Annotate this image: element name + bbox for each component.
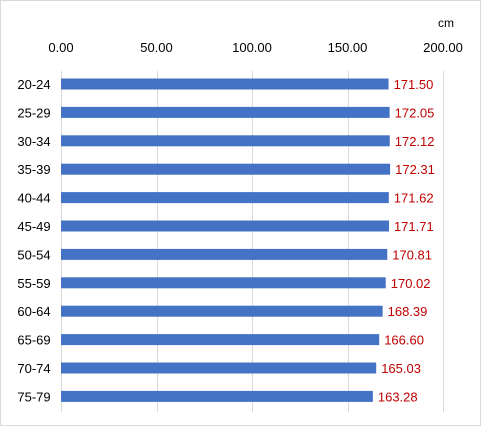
data-label: 172.31 — [395, 162, 435, 177]
x-tick-label: 50.00 — [140, 40, 173, 55]
category-label: 55-59 — [17, 276, 50, 291]
bar — [61, 106, 390, 118]
data-label: 171.62 — [394, 191, 434, 206]
x-tick-label: 0.00 — [48, 40, 73, 55]
bars — [61, 78, 391, 402]
bar — [61, 390, 373, 402]
category-label: 65-69 — [17, 333, 50, 348]
data-label: 171.50 — [394, 77, 434, 92]
bar — [61, 305, 383, 317]
data-label: 168.39 — [388, 304, 428, 319]
data-label: 166.60 — [384, 333, 424, 348]
bar — [61, 277, 386, 289]
category-label: 50-54 — [17, 247, 50, 262]
category-label: 30-34 — [17, 134, 50, 149]
x-tick-label: 100.00 — [232, 40, 272, 55]
unit-label: cm — [438, 16, 454, 30]
category-label: 60-64 — [17, 304, 50, 319]
data-labels: 171.50 172.05 172.12 172.31 171.62 171.71 170.… — [378, 77, 435, 404]
bar — [61, 78, 389, 90]
x-tick-labels: 0.00 50.00 100.00 150.00 200.00 — [48, 40, 463, 55]
data-label: 172.12 — [395, 134, 435, 149]
bar — [61, 163, 391, 175]
data-label: 163.28 — [378, 389, 418, 404]
bar — [61, 220, 389, 232]
bar — [61, 248, 388, 260]
bar — [61, 362, 377, 374]
category-labels: 20-24 25-29 30-34 35-39 40-44 45-49 50-54 55-59… — [17, 77, 50, 404]
x-tick-label: 150.00 — [328, 40, 368, 55]
category-label: 20-24 — [17, 77, 50, 92]
gridlines — [61, 71, 444, 412]
bar — [61, 135, 390, 147]
bar — [61, 334, 380, 346]
bar — [61, 192, 389, 204]
data-label: 170.02 — [391, 276, 431, 291]
category-label: 70-74 — [17, 361, 50, 376]
category-label: 25-29 — [17, 105, 50, 120]
category-label: 40-44 — [17, 191, 50, 206]
data-label: 171.71 — [394, 219, 434, 234]
category-label: 75-79 — [17, 389, 50, 404]
category-label: 45-49 — [17, 219, 50, 234]
x-tick-label: 200.00 — [423, 40, 463, 55]
data-label: 172.05 — [395, 105, 435, 120]
category-label: 35-39 — [17, 162, 50, 177]
data-label: 170.81 — [392, 247, 432, 262]
data-label: 165.03 — [381, 361, 421, 376]
